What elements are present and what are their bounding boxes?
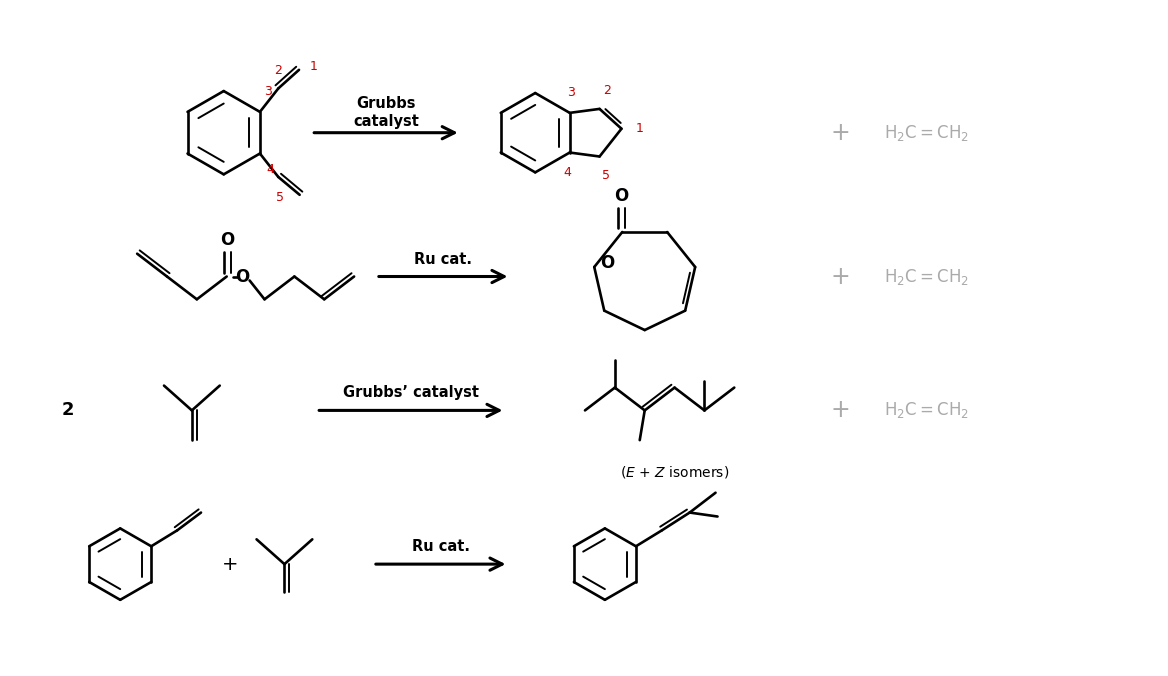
Text: Grubbs: Grubbs <box>356 96 416 111</box>
Text: H$_2$C$=$CH$_2$: H$_2$C$=$CH$_2$ <box>883 123 968 143</box>
Text: O: O <box>614 187 628 206</box>
Text: +: + <box>830 398 850 422</box>
Text: 5: 5 <box>602 170 610 183</box>
Text: Ru cat.: Ru cat. <box>411 539 470 554</box>
Text: 3: 3 <box>566 86 575 99</box>
Text: catalyst: catalyst <box>353 114 419 128</box>
Text: +: + <box>830 264 850 289</box>
Text: H$_2$C$=$CH$_2$: H$_2$C$=$CH$_2$ <box>883 266 968 287</box>
Text: 2: 2 <box>274 64 283 76</box>
Text: Ru cat.: Ru cat. <box>415 251 472 266</box>
Text: 3: 3 <box>264 85 272 98</box>
Text: 2: 2 <box>61 402 74 419</box>
Text: O: O <box>221 231 235 249</box>
Text: 4: 4 <box>266 164 273 176</box>
Text: 1: 1 <box>635 122 644 135</box>
Text: 4: 4 <box>564 166 571 179</box>
Text: O: O <box>600 254 614 272</box>
Text: 2: 2 <box>604 84 612 97</box>
Text: +: + <box>222 554 238 574</box>
Text: H$_2$C$=$CH$_2$: H$_2$C$=$CH$_2$ <box>883 400 968 420</box>
Text: 5: 5 <box>277 191 284 204</box>
Text: +: + <box>830 121 850 145</box>
Text: 1: 1 <box>310 60 318 74</box>
Text: O: O <box>236 268 250 285</box>
Text: Grubbs’ catalyst: Grubbs’ catalyst <box>343 385 479 400</box>
Text: ($E$ + $Z$ isomers): ($E$ + $Z$ isomers) <box>620 464 729 480</box>
